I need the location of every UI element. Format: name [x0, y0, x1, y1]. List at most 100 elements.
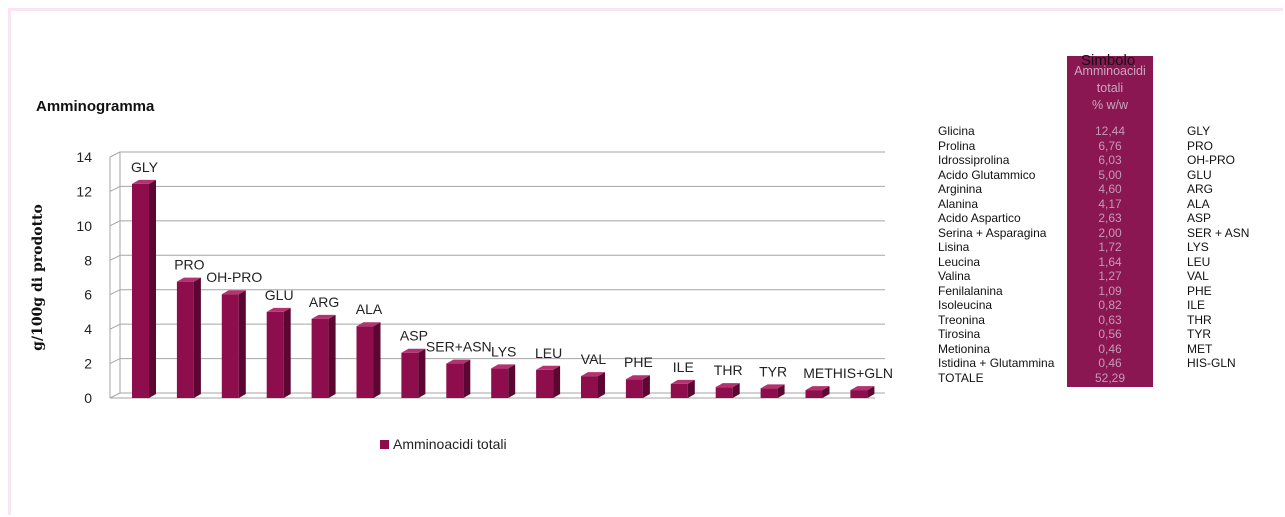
- bar-data-label: OH-PRO: [206, 269, 262, 285]
- y-tick-label: 2: [84, 356, 92, 372]
- value-column-header-line: totali: [1096, 81, 1124, 95]
- amino-acid-value: 0,46: [1098, 341, 1122, 356]
- y-tick-label: 12: [76, 183, 92, 199]
- grid-depth-line: [109, 151, 121, 158]
- bar-top: [132, 179, 156, 184]
- bar-side: [642, 375, 650, 398]
- amino-acid-value: 1,09: [1098, 283, 1122, 298]
- y-tick-label: 6: [84, 287, 92, 303]
- amino-acid-name: Treonina: [938, 312, 985, 327]
- value-column-header-line: % w/w: [1091, 98, 1129, 112]
- bar-side: [822, 386, 830, 398]
- bar-data-label: PHE: [624, 354, 653, 370]
- bar: [670, 383, 688, 398]
- amino-acid-symbol: PRO: [1187, 138, 1214, 153]
- bar-top: [266, 307, 291, 312]
- grid-depth-line: [109, 323, 121, 330]
- bar-chart: 0 2 4 6 8 10 12 14 g/100g di prodotto GLY PROOH-PR…: [30, 149, 893, 406]
- bar-top: [760, 384, 785, 389]
- amino-acid-value: 5,00: [1098, 167, 1122, 182]
- amino-acid-symbol: PHE: [1187, 283, 1212, 298]
- bar-side: [283, 307, 291, 398]
- amino-acid-value: 1,27: [1098, 269, 1122, 283]
- value-column-background: [1067, 56, 1153, 387]
- amino-acid-symbol: ILE: [1187, 298, 1206, 312]
- amino-acid-name: Lisina: [938, 240, 970, 254]
- legend-label: Amminoacidi totali: [393, 436, 507, 452]
- bar-side: [328, 314, 336, 398]
- bar: [176, 281, 194, 398]
- amino-acid-symbol: ARG: [1187, 182, 1214, 196]
- bar-data-label: GLU: [265, 287, 294, 303]
- bar-data-label: HIS+GLN: [833, 365, 893, 381]
- grid-depth-line: [109, 289, 121, 296]
- amino-acid-name: Acido Glutammico: [938, 167, 1036, 182]
- amino-acid-symbol: VAL: [1187, 269, 1209, 283]
- amino-acid-symbol: ASP: [1187, 211, 1212, 225]
- bar-top: [176, 277, 201, 282]
- bar-data-label: THR: [714, 362, 743, 378]
- bar-data-label: TYR: [759, 363, 787, 379]
- bar-data-label: LEU: [535, 345, 562, 361]
- bar-side: [238, 290, 246, 398]
- amino-acid-value: 4,60: [1098, 182, 1122, 196]
- bar: [805, 390, 823, 398]
- total-value: 52,29: [1094, 370, 1126, 385]
- bar-side: [777, 384, 785, 398]
- amino-acid-name: Arginina: [938, 182, 983, 196]
- bar: [715, 387, 733, 398]
- total-label: TOTALE: [938, 370, 984, 385]
- amino-acid-name: Valina: [938, 269, 971, 283]
- bar: [356, 326, 374, 398]
- amino-acid-name: Istidina + Glutammina: [938, 356, 1055, 370]
- amino-acid-name: Prolina: [938, 138, 976, 153]
- bar-top: [356, 322, 381, 327]
- bar-side: [149, 179, 156, 398]
- amino-acid-value: 2,00: [1098, 225, 1122, 240]
- bar: [446, 363, 464, 398]
- amino-acid-symbol: LYS: [1187, 240, 1209, 254]
- amino-acid-value: 6,76: [1098, 138, 1122, 153]
- bar-side: [687, 379, 695, 398]
- bar-data-label: SER+ASN: [426, 339, 492, 355]
- amino-acid-symbol: GLY: [1187, 124, 1211, 138]
- bar-side: [553, 365, 561, 398]
- bar: [760, 388, 778, 398]
- bar-data-label: LYS: [491, 343, 516, 359]
- grid-depth-line: [109, 392, 121, 399]
- bar-top: [491, 364, 516, 369]
- amino-acid-value: 6,03: [1098, 153, 1122, 167]
- bar-top: [625, 375, 650, 380]
- amino-acid-name: Leucina: [938, 254, 981, 269]
- bar: [221, 294, 239, 398]
- bar: [491, 368, 509, 398]
- amino-acid-value: 2,63: [1098, 211, 1122, 225]
- bar-data-label: GLY: [131, 159, 159, 175]
- amino-acid-symbol: HIS-GLN: [1187, 356, 1236, 370]
- chart-legend: Amminoacidi totali: [380, 436, 507, 452]
- amino-acid-symbol: SER + ASN: [1187, 225, 1250, 240]
- bar-side: [193, 277, 201, 398]
- bar: [581, 376, 598, 398]
- bar-top: [536, 365, 561, 370]
- bar-top: [805, 386, 830, 391]
- y-axis-label: g/100g di prodotto: [30, 204, 46, 351]
- amino-acid-value: 4,17: [1098, 196, 1122, 211]
- grid-depth-line: [109, 220, 121, 227]
- amino-acid-symbol: TYR: [1187, 327, 1211, 341]
- bar-data-label: MET: [803, 365, 833, 381]
- value-column-header-line: Amminoacidi: [1074, 64, 1146, 78]
- bar-side: [373, 322, 381, 398]
- y-tick-label: 0: [84, 390, 92, 406]
- amino-acid-name: Serina + Asparagina: [938, 225, 1047, 240]
- bar-side: [867, 386, 875, 398]
- bar: [536, 369, 554, 398]
- amino-acid-symbol: OH-PRO: [1187, 153, 1235, 167]
- amino-acid-symbol: GLU: [1187, 167, 1212, 182]
- amino-acid-name: Glicina: [938, 124, 975, 138]
- amino-acid-name: Acido Aspartico: [938, 211, 1021, 225]
- bar-top: [850, 386, 875, 391]
- bar-top: [581, 372, 605, 377]
- bar: [132, 183, 149, 398]
- bar-top: [311, 314, 336, 319]
